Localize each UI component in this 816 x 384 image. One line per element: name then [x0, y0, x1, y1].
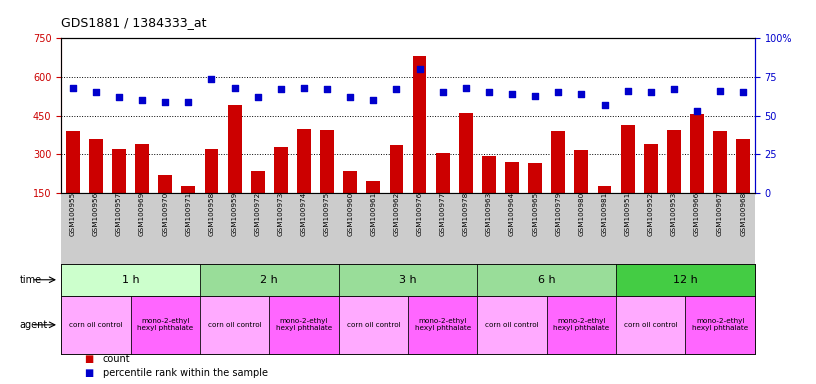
Point [436, 89, 449, 96]
Bar [200, 264, 339, 296]
Point [321, 86, 334, 93]
Bar [112, 149, 126, 193]
Point [344, 94, 357, 100]
Point [251, 94, 264, 100]
Bar [389, 145, 403, 193]
Bar [344, 171, 357, 193]
Bar [66, 131, 80, 193]
Text: 12 h: 12 h [673, 275, 698, 285]
Bar [61, 264, 200, 296]
Text: corn oil control: corn oil control [624, 322, 677, 328]
Bar [251, 171, 264, 193]
Bar [408, 296, 477, 354]
Point [713, 88, 726, 94]
Bar [667, 130, 681, 193]
Bar [482, 156, 496, 193]
Bar [181, 187, 195, 193]
Bar [339, 296, 408, 354]
Bar [413, 56, 427, 193]
Bar [547, 296, 616, 354]
Bar [685, 296, 755, 354]
Point [621, 88, 634, 94]
Text: corn oil control: corn oil control [208, 322, 261, 328]
Text: percentile rank within the sample: percentile rank within the sample [103, 368, 268, 378]
Text: mono-2-ethyl
hexyl phthalate: mono-2-ethyl hexyl phthalate [276, 318, 332, 331]
Point [228, 85, 242, 91]
Bar [131, 296, 200, 354]
Bar [597, 187, 611, 193]
Text: ■: ■ [84, 354, 94, 364]
Bar [205, 149, 219, 193]
Point [575, 91, 588, 97]
Point [113, 94, 126, 100]
Bar [339, 264, 477, 296]
Point [182, 99, 195, 105]
Text: 2 h: 2 h [260, 275, 278, 285]
Bar [736, 139, 750, 193]
Point [645, 89, 658, 96]
Bar [644, 144, 658, 193]
Point [158, 99, 172, 105]
Text: 1 h: 1 h [122, 275, 140, 285]
Bar [477, 296, 547, 354]
Text: agent: agent [20, 320, 48, 330]
Point [298, 85, 311, 91]
Text: ■: ■ [84, 368, 94, 378]
Point [274, 86, 287, 93]
Bar [459, 113, 472, 193]
Bar [200, 296, 269, 354]
Text: corn oil control: corn oil control [486, 322, 539, 328]
Text: corn oil control: corn oil control [347, 322, 400, 328]
Bar [135, 144, 149, 193]
Point [529, 93, 542, 99]
Bar [713, 131, 727, 193]
Point [135, 97, 149, 103]
Text: 6 h: 6 h [538, 275, 556, 285]
Text: mono-2-ethyl
hexyl phthalate: mono-2-ethyl hexyl phthalate [553, 318, 610, 331]
Point [737, 89, 750, 96]
Point [205, 76, 218, 82]
Text: GDS1881 / 1384333_at: GDS1881 / 1384333_at [61, 16, 206, 29]
Bar [158, 175, 172, 193]
Bar [621, 125, 635, 193]
Bar [690, 114, 704, 193]
Point [505, 91, 519, 97]
Point [690, 108, 703, 114]
Point [413, 66, 426, 72]
Point [598, 102, 611, 108]
Text: count: count [103, 354, 131, 364]
Bar [616, 296, 685, 354]
Point [66, 85, 79, 91]
Text: mono-2-ethyl
hexyl phthalate: mono-2-ethyl hexyl phthalate [692, 318, 748, 331]
Point [459, 85, 472, 91]
Point [552, 89, 565, 96]
Bar [528, 163, 542, 193]
Point [482, 89, 495, 96]
Bar [297, 129, 311, 193]
Text: mono-2-ethyl
hexyl phthalate: mono-2-ethyl hexyl phthalate [415, 318, 471, 331]
Bar [552, 131, 565, 193]
Point [390, 86, 403, 93]
Text: mono-2-ethyl
hexyl phthalate: mono-2-ethyl hexyl phthalate [137, 318, 193, 331]
Bar [320, 130, 334, 193]
Bar [616, 264, 755, 296]
Bar [366, 181, 380, 193]
Bar [228, 105, 242, 193]
Point [366, 97, 379, 103]
Bar [477, 264, 616, 296]
Bar [61, 296, 131, 354]
Bar [436, 153, 450, 193]
Bar [505, 162, 519, 193]
Bar [274, 147, 288, 193]
Text: time: time [20, 275, 42, 285]
Point [89, 89, 103, 96]
Text: 3 h: 3 h [399, 275, 417, 285]
Bar [269, 296, 339, 354]
Text: corn oil control: corn oil control [69, 322, 122, 328]
Bar [574, 151, 588, 193]
Bar [89, 139, 103, 193]
Point [667, 86, 681, 93]
